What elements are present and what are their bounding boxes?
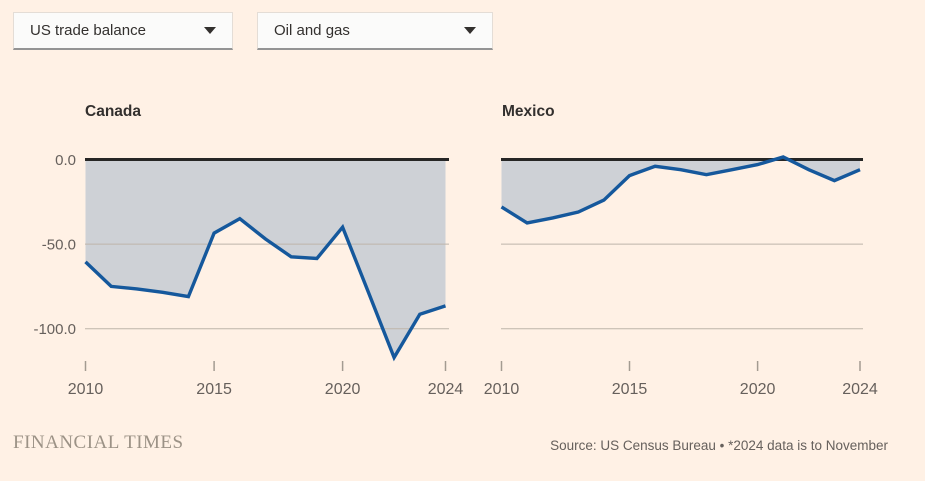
y-axis-label: -50.0: [42, 237, 76, 254]
x-tick-label: 2015: [612, 381, 648, 398]
canada-trade-balance-line: [84, 216, 447, 362]
figure-footer: FINANCIAL TIMES Source: US Census Bureau…: [0, 428, 925, 468]
canada-area-fill: [85, 159, 446, 358]
x-tick-label: 2010: [68, 381, 104, 398]
metric-dropdown-value: US trade balance: [30, 22, 146, 39]
y-axis-label: -100.0: [33, 321, 76, 338]
metric-dropdown[interactable]: US trade balance: [13, 12, 233, 50]
chevron-down-icon: [464, 27, 476, 34]
source-note: Source: US Census Bureau • *2024 data is…: [550, 438, 888, 453]
category-dropdown[interactable]: Oil and gas: [257, 12, 493, 50]
chevron-down-icon: [204, 27, 216, 34]
financial-times-logo: FINANCIAL TIMES: [13, 432, 184, 453]
mexico-chart-title: Mexico: [502, 103, 555, 120]
mexico-plot: 2010 2015 2020 2024: [484, 155, 878, 398]
category-dropdown-value: Oil and gas: [274, 22, 350, 39]
canada-chart-title: Canada: [85, 103, 141, 120]
x-tick-label: 2010: [484, 381, 520, 398]
y-axis-label: 0.0: [55, 152, 76, 169]
x-tick-label: 2024: [428, 381, 464, 398]
x-tick-label: 2020: [325, 381, 361, 398]
mexico-area-fill: [501, 157, 860, 223]
canada-plot: 2010 2015 2020 2024 0.0 -50.0 -100.0: [33, 152, 464, 398]
x-tick-label: 2020: [740, 381, 776, 398]
x-tick-label: 2015: [196, 381, 232, 398]
mexico-trade-balance-line: [500, 155, 861, 225]
x-tick-label: 2024: [842, 381, 878, 398]
